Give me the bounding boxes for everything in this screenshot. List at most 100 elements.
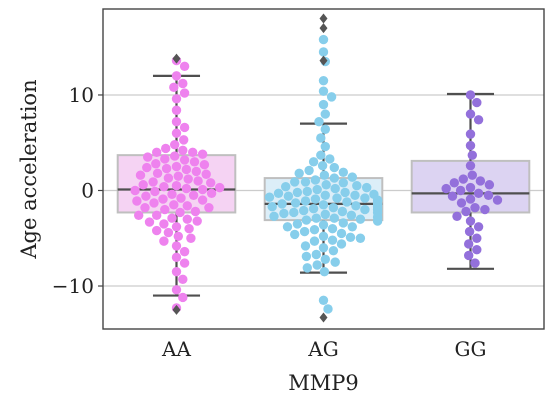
data-point [347, 222, 357, 232]
data-point [464, 226, 475, 237]
data-point [330, 257, 340, 267]
data-point [360, 193, 370, 203]
data-point [161, 163, 172, 174]
data-point [346, 210, 357, 221]
data-point [455, 185, 466, 196]
data-point [475, 176, 486, 186]
data-point [325, 154, 335, 164]
data-point [142, 162, 152, 173]
data-point [320, 141, 330, 152]
data-point [197, 195, 208, 205]
data-point [179, 258, 190, 268]
data-point [338, 218, 348, 228]
data-point [302, 186, 312, 197]
data-point [199, 160, 210, 170]
data-point [201, 169, 211, 179]
data-point [319, 266, 330, 277]
data-point [327, 224, 338, 234]
data-point [472, 233, 482, 243]
data-point [171, 71, 182, 81]
data-point [178, 78, 188, 89]
data-point [312, 184, 322, 195]
y-axis-title: Age acceleration [17, 79, 41, 259]
data-point [197, 149, 208, 159]
x-tick-label: AG [307, 337, 338, 361]
data-point [179, 122, 190, 133]
data-point [472, 245, 482, 255]
outlier-marker [319, 312, 328, 323]
data-point [171, 105, 182, 115]
data-point [161, 143, 171, 154]
data-point [143, 152, 153, 162]
data-point [167, 189, 177, 200]
data-point [150, 186, 160, 197]
data-point [465, 109, 476, 119]
data-point [267, 202, 277, 212]
data-point [310, 194, 321, 204]
data-point [138, 180, 148, 190]
data-point [345, 232, 356, 242]
data-point [171, 94, 182, 104]
data-point [316, 150, 326, 160]
data-point [318, 99, 329, 110]
data-point [141, 191, 151, 201]
data-point [184, 224, 194, 234]
data-point [171, 117, 182, 127]
data-point [311, 213, 321, 223]
data-point [362, 182, 372, 193]
x-tick-label: AA [161, 337, 191, 361]
data-point [467, 170, 477, 180]
plot-frame [102, 8, 545, 330]
data-point [326, 92, 337, 102]
points-AG [264, 13, 383, 323]
data-point [299, 226, 310, 237]
data-point [308, 157, 319, 167]
data-point [302, 263, 312, 273]
data-point [320, 190, 330, 200]
data-point [152, 147, 162, 157]
data-point [332, 193, 342, 203]
data-point [300, 177, 311, 187]
data-point [447, 191, 458, 201]
data-point [171, 252, 182, 263]
data-point [282, 222, 293, 232]
data-point [178, 145, 188, 156]
outlier-marker [172, 304, 181, 315]
data-point [179, 246, 190, 257]
data-point [163, 173, 174, 183]
data-point [336, 228, 347, 239]
data-point [347, 172, 357, 182]
data-point [294, 168, 304, 178]
data-point [178, 274, 188, 285]
data-point [465, 194, 476, 204]
data-point [283, 191, 294, 201]
data-point [483, 190, 494, 200]
data-point [470, 258, 480, 268]
data-point [304, 165, 314, 176]
data-point [464, 250, 474, 261]
data-point [310, 175, 321, 185]
data-point [318, 86, 329, 96]
data-point [480, 204, 490, 215]
data-point [204, 202, 214, 213]
data-point [323, 304, 333, 314]
data-point [170, 139, 180, 150]
data-point [151, 159, 161, 169]
data-point [473, 222, 484, 232]
data-point [320, 124, 330, 135]
data-point [192, 216, 202, 226]
data-point [318, 47, 329, 57]
data-point [464, 239, 474, 249]
data-point [159, 181, 169, 192]
data-point [159, 236, 169, 246]
data-point [492, 195, 503, 205]
data-point [360, 204, 370, 215]
data-point [159, 219, 169, 229]
data-point [152, 210, 162, 221]
data-point [342, 197, 352, 207]
data-point [152, 225, 162, 236]
data-point [316, 133, 326, 143]
data-point [465, 182, 476, 193]
data-point [186, 233, 196, 243]
data-point [318, 243, 329, 253]
